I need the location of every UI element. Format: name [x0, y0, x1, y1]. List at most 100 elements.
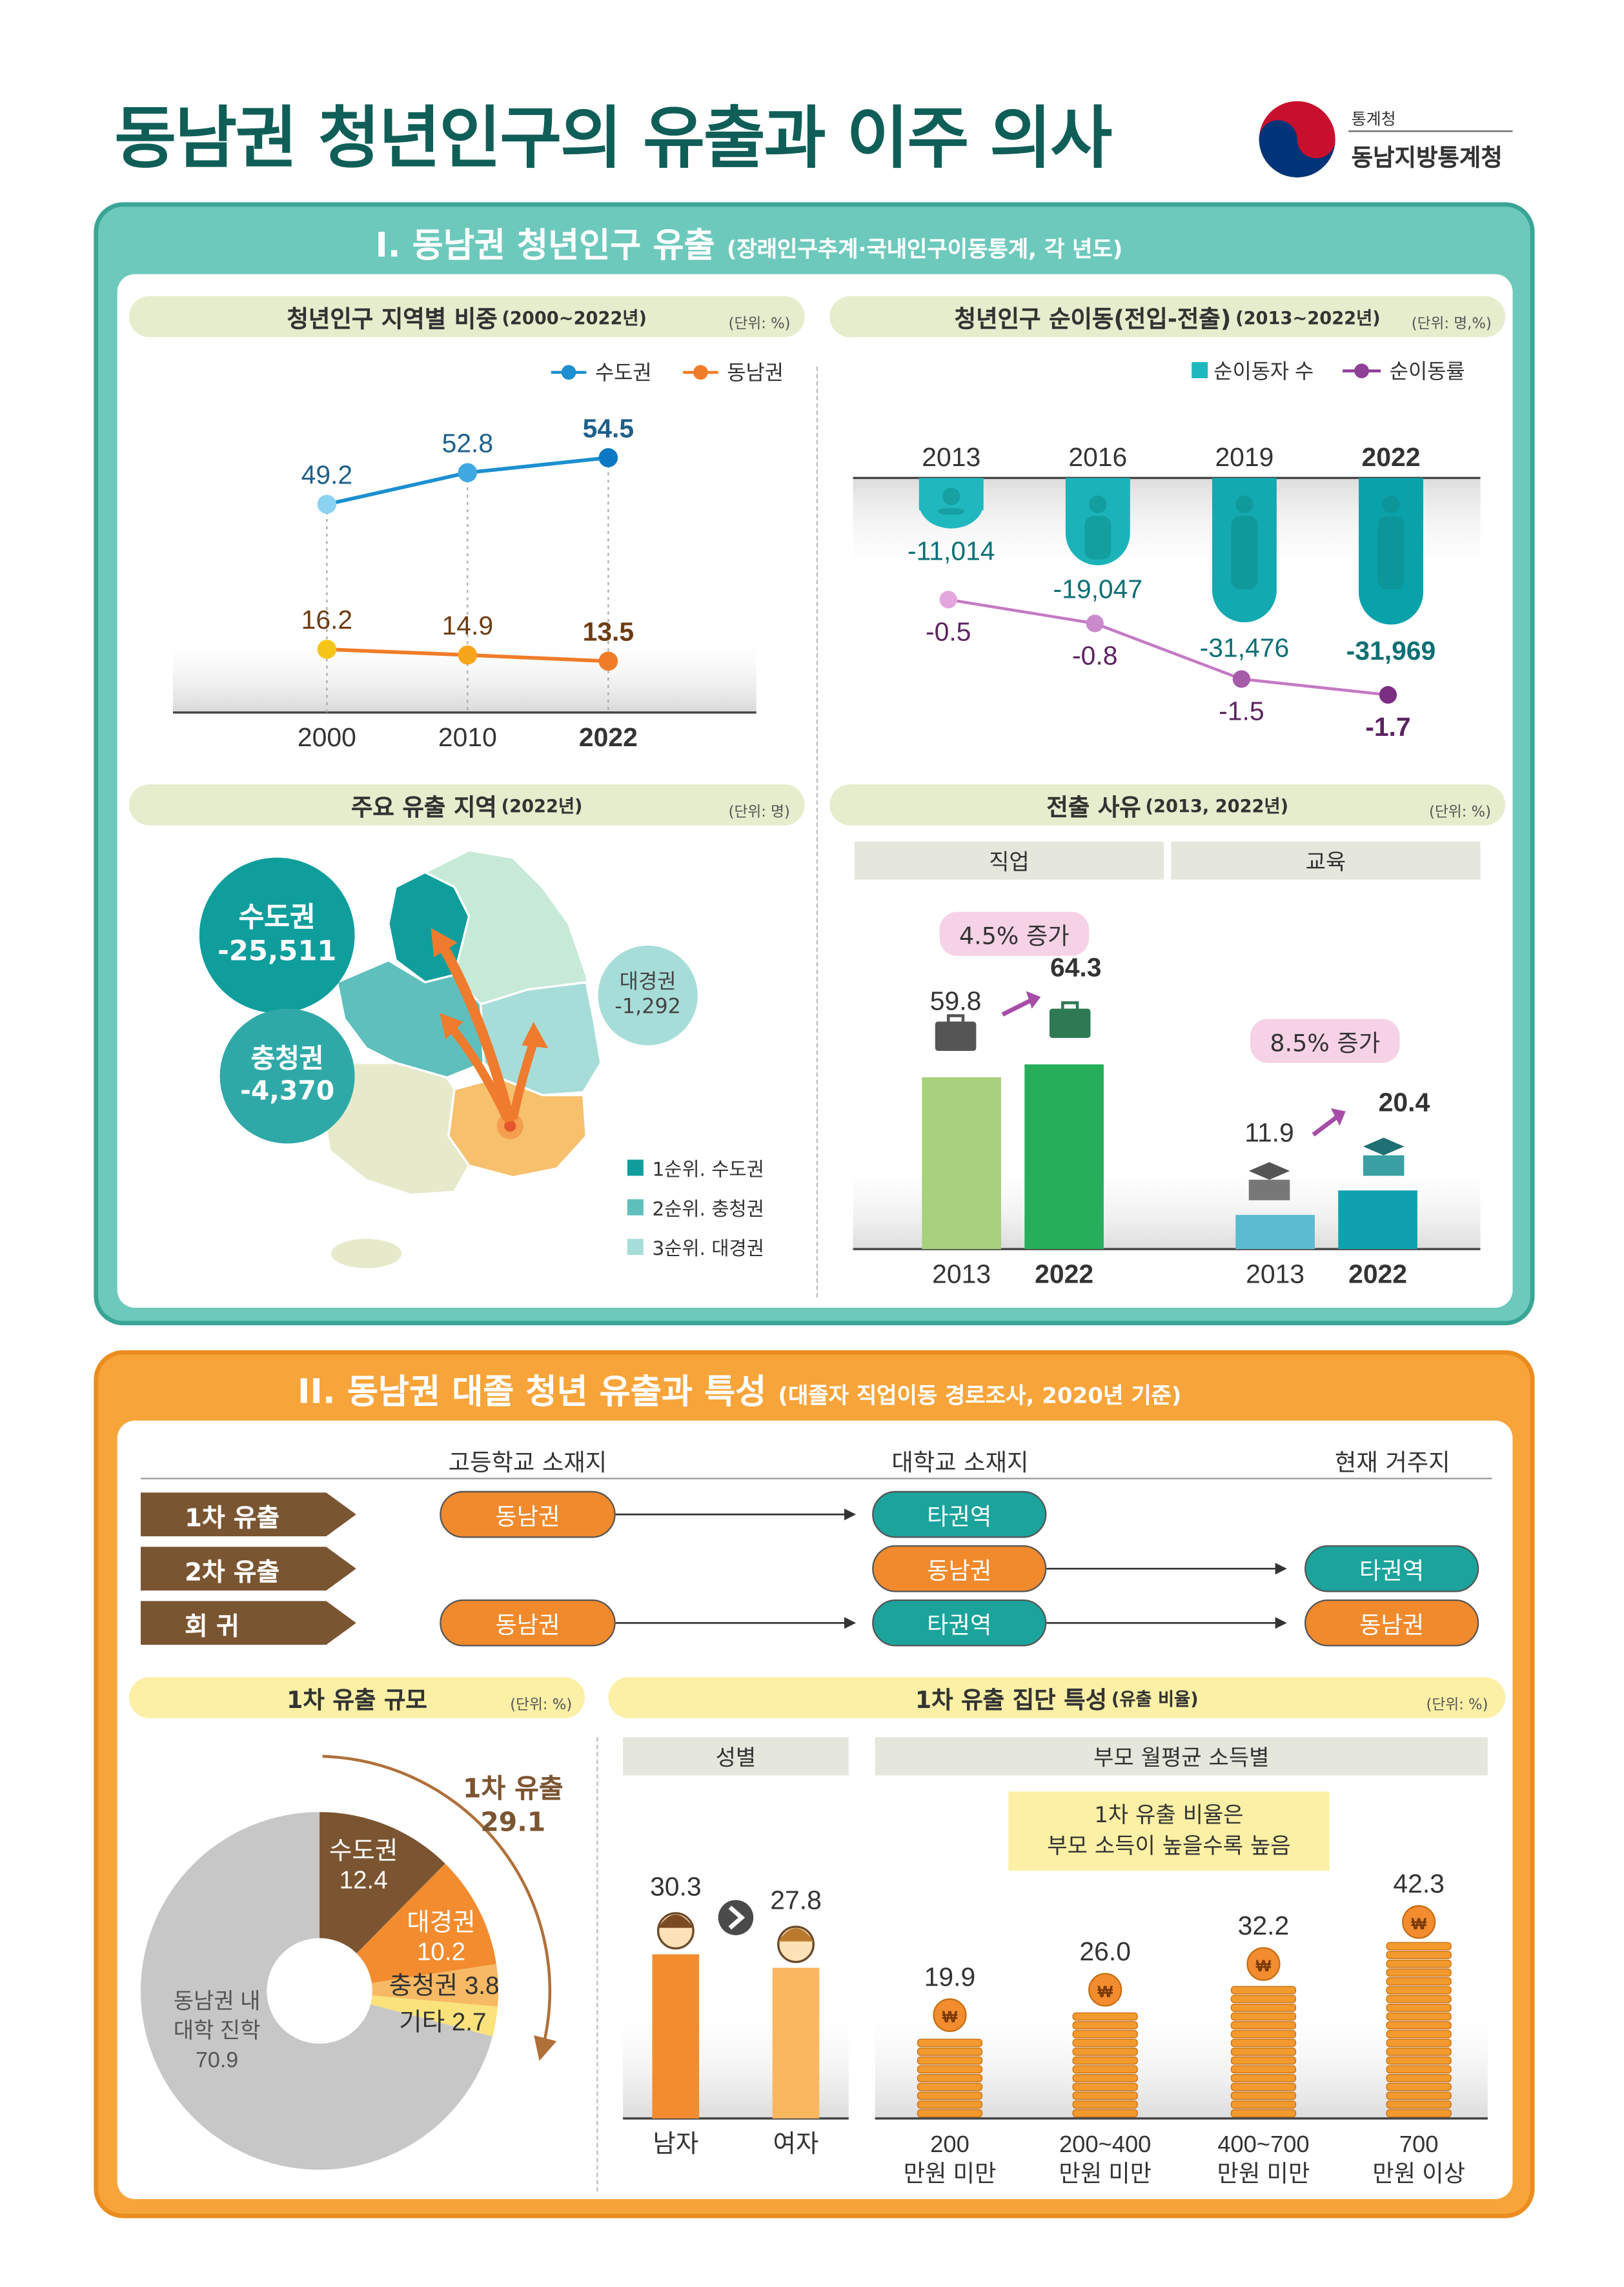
job-change-callout: 4.5% 증가	[939, 911, 1090, 956]
x-tick-1: 2016	[1068, 442, 1127, 472]
coin-2-1	[1230, 2100, 1297, 2109]
person-hair-icon-0	[658, 1915, 694, 1928]
coin-1-11	[1072, 2012, 1138, 2021]
coin-2-8	[1230, 2038, 1297, 2048]
section-2-title-text: II. 동남권 대졸 청년 유출과 특성	[297, 1374, 767, 1412]
flow-header-highschool: 고등학교 소재지	[448, 1448, 607, 1477]
increase-arrow-head-edu	[1330, 1108, 1346, 1126]
bar-label-1: -19,047	[1053, 574, 1143, 604]
coin-2-5	[1230, 2065, 1297, 2074]
reason-label-0-1: 64.3	[1050, 953, 1102, 982]
legend-marker-0	[561, 365, 576, 380]
legend-label-0: 수도권	[595, 361, 652, 384]
increase-arrow-edu	[1312, 1115, 1339, 1137]
bar-label-3: -31,969	[1346, 636, 1436, 666]
panel-regional-share-period: (2000~2022년)	[502, 307, 647, 328]
rate-point-3	[1379, 686, 1397, 704]
data-point-0-0	[317, 494, 337, 514]
flow-r1-highschool: 동남권	[440, 1490, 616, 1538]
data-point-1-1	[458, 645, 478, 665]
map-honam-region	[321, 1061, 471, 1196]
x-tick-1: 2010	[438, 722, 497, 752]
x-tick-2: 2022	[579, 722, 638, 752]
rate-point-0	[939, 591, 957, 609]
bar-label-2: -31,476	[1200, 633, 1290, 662]
reason-label-1-1: 20.4	[1379, 1088, 1430, 1117]
briefcase-handle-icon-0	[946, 1014, 965, 1025]
coin-3-6	[1386, 2056, 1452, 2065]
subheader-job: 직업	[854, 841, 1164, 880]
person-head-icon-2	[1235, 495, 1254, 513]
flow-r2-university: 동남권	[872, 1545, 1047, 1592]
chart1-legend: 수도권 동남권	[551, 361, 784, 384]
income-x-tick-1-0: 200~400	[1059, 2131, 1151, 2157]
flow-tag-first-outflow: 1차 유출	[140, 1492, 356, 1537]
section-2-divider	[596, 1737, 598, 2192]
map-origin-dot	[504, 1120, 516, 1132]
rate-label-0: -0.5	[926, 617, 971, 647]
income-note: 1차 유출 비율은 부모 소득이 높을수록 높음	[1008, 1791, 1330, 1871]
won-symbol-0: ₩	[942, 2008, 958, 2026]
data-point-0-2	[598, 448, 618, 467]
coin-2-10	[1230, 2021, 1297, 2030]
coin-0-1	[917, 2100, 983, 2109]
pie-annotation: 1차 유출 29.1	[454, 1774, 572, 1840]
coin-2-3	[1230, 2082, 1297, 2091]
reason-bar-0-1	[1024, 1064, 1104, 1250]
outflow-group-chart: 30.3 남자 27.8 여자 ₩19.9 200 만원 미만 ₩26.0 200~400 만원…	[623, 1869, 1488, 2187]
increase-arrow-head-job	[1026, 991, 1041, 1009]
pie-slice-2	[320, 1964, 499, 2007]
coin-0-3	[917, 2082, 983, 2091]
coin-2-12	[1230, 2004, 1297, 2012]
legend-marker-1	[693, 365, 708, 380]
pie-annotation-value: 29.1	[480, 1807, 546, 1838]
panel-regional-share-header: 청년인구 지역별 비중 (2000~2022년)	[128, 296, 805, 338]
pie-slice-0	[320, 1812, 445, 1991]
won-symbol-3: ₩	[1411, 1915, 1426, 1933]
bubble-capital-value: -25,511	[217, 935, 337, 968]
coin-2-13	[1230, 1995, 1297, 2004]
reason-bar-1-0	[1235, 1215, 1315, 1250]
income-x-tick-1-1: 만원 미만	[1059, 2160, 1152, 2187]
books-icon-0	[1248, 1179, 1290, 1201]
korea-map	[321, 849, 602, 1268]
person-hair-icon-1	[778, 1928, 814, 1942]
bubble-capital: 수도권 -25,511	[199, 857, 355, 1013]
coin-1-3	[1072, 2082, 1138, 2091]
gender-x-tick-1: 여자	[773, 2130, 819, 2158]
panel-net-migration-title: 청년인구 순이동(전입-전출)	[954, 305, 1232, 333]
arrow-to-capital	[438, 943, 515, 1123]
coin-3-5	[1386, 2065, 1452, 2074]
arrow-head-chungcheong	[440, 1013, 463, 1040]
map-jeju	[331, 1239, 402, 1268]
reason-bar-1-1	[1338, 1190, 1417, 1250]
pie-label-1-0: 대경권	[407, 1909, 476, 1936]
income-x-tick-3-1: 만원 이상	[1372, 2160, 1465, 2187]
person-head-icon-3	[1382, 495, 1400, 513]
coin-0-2	[917, 2091, 983, 2100]
panel-first-outflow-size-unit: (단위: %)	[510, 1698, 573, 1714]
map-legend-text-2: 2순위. 충청권	[652, 1199, 764, 1221]
data-label-0-0: 49.2	[301, 460, 353, 489]
coin-1-6	[1072, 2056, 1138, 2065]
pie-label-4-2: 70.9	[196, 2048, 238, 2072]
income-label-1: 26.0	[1079, 1936, 1131, 1966]
edu-change-callout: 8.5% 증가	[1250, 1019, 1400, 1063]
flow-tag-return: 회 귀	[140, 1601, 356, 1645]
coin-0-7	[917, 2048, 983, 2056]
pie-annotation-text: 1차 유출	[463, 1774, 563, 1805]
pie-label-2-0: 충청권 3.8	[389, 1972, 500, 2000]
reason-label-0-0: 59.8	[930, 986, 982, 1015]
pie-label-0-0: 수도권	[329, 1837, 398, 1865]
person-head-icon-0	[942, 487, 960, 505]
increase-arrow-job	[1001, 997, 1033, 1017]
section-1-source: (장래인구추계·국내인구이동통계, 각 년도)	[726, 236, 1123, 263]
coin-1-7	[1072, 2048, 1138, 2056]
coin-3-3	[1386, 2082, 1452, 2091]
legend-bar-marker	[1192, 361, 1208, 378]
panel-regional-share-unit: (단위: %)	[728, 316, 791, 333]
briefcase-handle-icon-1	[1061, 1001, 1079, 1012]
arrow-head-daegyeong	[522, 1022, 549, 1048]
gender-bar-1	[772, 1967, 820, 2119]
